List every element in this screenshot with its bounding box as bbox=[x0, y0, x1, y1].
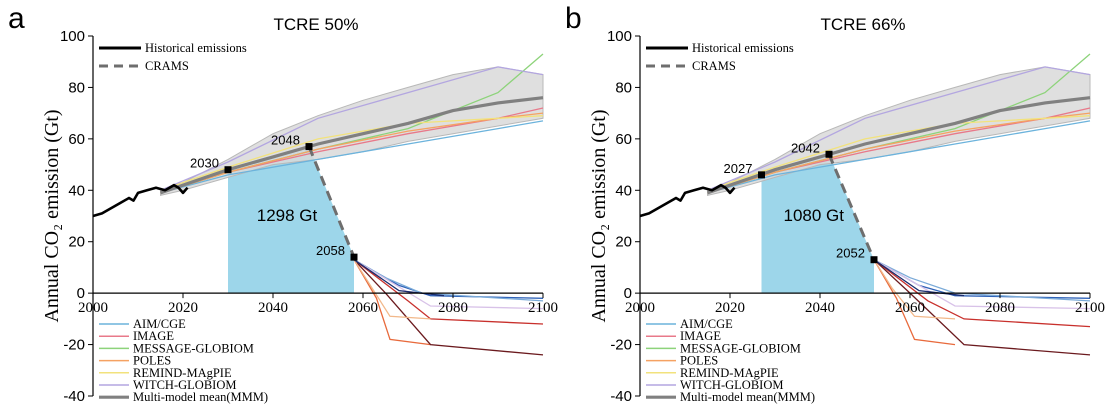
y-tick-label: 40 bbox=[615, 182, 632, 199]
key-point-marker bbox=[870, 256, 878, 264]
mmm-line bbox=[706, 96, 1091, 195]
model-line-5 bbox=[707, 66, 1091, 191]
y-tick-label: 60 bbox=[68, 131, 85, 148]
y-tick-label: 20 bbox=[68, 234, 85, 251]
x-tick-label: 2060 bbox=[895, 300, 925, 316]
budget-label: 1080 Gt bbox=[784, 206, 845, 225]
chart-panel-b: b TCRE 66% Annual CO₂ emission (Gt) -40 -20 0… bbox=[565, 2, 1105, 404]
decline-line-6 bbox=[353, 259, 544, 310]
legend-label-historical: Historical emissions bbox=[692, 41, 794, 55]
y-tick-label: 100 bbox=[60, 28, 85, 45]
key-point-label: 2052 bbox=[836, 246, 865, 261]
legend-label-model-0: AIM/CGE bbox=[680, 317, 733, 331]
chart-title: TCRE 66% bbox=[820, 15, 905, 34]
decline-line-5 bbox=[353, 259, 431, 320]
legend-label-model-6: Multi-model mean(MMM) bbox=[133, 390, 268, 404]
decline-line-1 bbox=[353, 259, 544, 302]
legend-label-model-5: WITCH-GLOBIOM bbox=[680, 378, 783, 392]
legend-label-model-5: WITCH-GLOBIOM bbox=[133, 378, 236, 392]
mmm-line bbox=[159, 96, 544, 195]
decline-line-5 bbox=[873, 259, 956, 320]
decline-line-6 bbox=[873, 259, 1091, 310]
x-tick-label: 2080 bbox=[438, 300, 468, 316]
y-tick-label: 60 bbox=[615, 131, 632, 148]
key-point-label: 2048 bbox=[271, 133, 300, 148]
decline-line-7 bbox=[353, 259, 445, 297]
y-tick-label: 80 bbox=[68, 79, 85, 96]
legend-label-model-6: Multi-model mean(MMM) bbox=[680, 390, 815, 404]
historical-line bbox=[639, 183, 736, 218]
legend-label-model-4: REMIND-MAgPIE bbox=[133, 366, 232, 380]
crams-line bbox=[307, 146, 356, 258]
chart-title: TCRE 50% bbox=[273, 15, 358, 34]
y-tick-label: -20 bbox=[610, 337, 632, 354]
legend-label-crams: CRAMS bbox=[692, 59, 736, 73]
legend-label-model-1: IMAGE bbox=[680, 329, 721, 343]
y-tick-label: 0 bbox=[624, 285, 632, 302]
y-axis-label: Annual CO₂ emission (Gt) bbox=[588, 109, 610, 322]
x-tick-label: 2020 bbox=[168, 300, 198, 316]
x-tick-label: 2100 bbox=[1075, 300, 1105, 316]
model-line-0 bbox=[160, 120, 544, 194]
legend-label-model-3: POLES bbox=[680, 354, 718, 368]
x-tick-label: 2040 bbox=[258, 300, 288, 316]
x-tick-label: 2000 bbox=[625, 300, 655, 316]
key-point-label: 2042 bbox=[791, 140, 820, 155]
legend-label-model-2: MESSAGE-GLOBIOM bbox=[133, 341, 254, 355]
decline-line-0 bbox=[873, 259, 1091, 299]
key-point-marker bbox=[224, 166, 232, 174]
legend-label-model-3: POLES bbox=[133, 354, 171, 368]
budget-area bbox=[761, 154, 874, 294]
key-point-label: 2058 bbox=[316, 243, 345, 258]
panel-letter: a bbox=[8, 2, 25, 35]
legend-label-model-4: REMIND-MAgPIE bbox=[680, 366, 779, 380]
x-tick-label: 2080 bbox=[985, 300, 1015, 316]
y-tick-label: -20 bbox=[63, 337, 85, 354]
key-point-marker bbox=[825, 150, 833, 158]
key-point-label: 2027 bbox=[724, 161, 753, 176]
legend-label-model-0: AIM/CGE bbox=[133, 317, 186, 331]
decline-line-2 bbox=[353, 259, 544, 325]
x-tick-label: 2020 bbox=[715, 300, 745, 316]
y-tick-label: 80 bbox=[615, 79, 632, 96]
y-tick-label: 0 bbox=[77, 285, 85, 302]
x-tick-label: 2100 bbox=[528, 300, 558, 316]
model-line-4 bbox=[160, 115, 544, 191]
decline-line-3 bbox=[353, 259, 431, 346]
key-point-marker bbox=[758, 171, 765, 179]
crams-line bbox=[827, 153, 876, 261]
decline-line-3 bbox=[873, 259, 956, 346]
panel-letter: b bbox=[565, 2, 582, 35]
chart-panel-a: a TCRE 50% Annual CO₂ emission (Gt) -40 -20 0… bbox=[8, 2, 558, 404]
historical-line bbox=[92, 183, 189, 218]
decline-line-4 bbox=[353, 259, 544, 356]
x-tick-label: 2040 bbox=[805, 300, 835, 316]
key-point-marker bbox=[305, 143, 313, 151]
y-tick-label: 20 bbox=[615, 234, 632, 251]
key-point-marker bbox=[350, 253, 358, 261]
key-point-label: 2030 bbox=[190, 156, 219, 171]
decline-line-4 bbox=[873, 259, 1091, 356]
decline-line-7 bbox=[873, 259, 965, 297]
x-tick-label: 2000 bbox=[78, 300, 108, 316]
decline-line-1 bbox=[873, 259, 1091, 302]
y-tick-label: 100 bbox=[607, 28, 632, 45]
legend-label-model-1: IMAGE bbox=[133, 329, 174, 343]
model-line-4 bbox=[707, 115, 1091, 191]
legend-label-historical: Historical emissions bbox=[145, 41, 247, 55]
legend-label-model-2: MESSAGE-GLOBIOM bbox=[680, 341, 801, 355]
legend-label-crams: CRAMS bbox=[145, 59, 189, 73]
y-tick-label: -40 bbox=[63, 388, 85, 404]
x-tick-label: 2060 bbox=[348, 300, 378, 316]
y-axis-label: Annual CO₂ emission (Gt) bbox=[41, 109, 63, 322]
decline-line-2 bbox=[873, 259, 1091, 328]
budget-label: 1298 Gt bbox=[257, 206, 318, 225]
y-tick-label: 40 bbox=[68, 182, 85, 199]
model-line-5 bbox=[160, 66, 544, 191]
y-tick-label: -40 bbox=[610, 388, 632, 404]
